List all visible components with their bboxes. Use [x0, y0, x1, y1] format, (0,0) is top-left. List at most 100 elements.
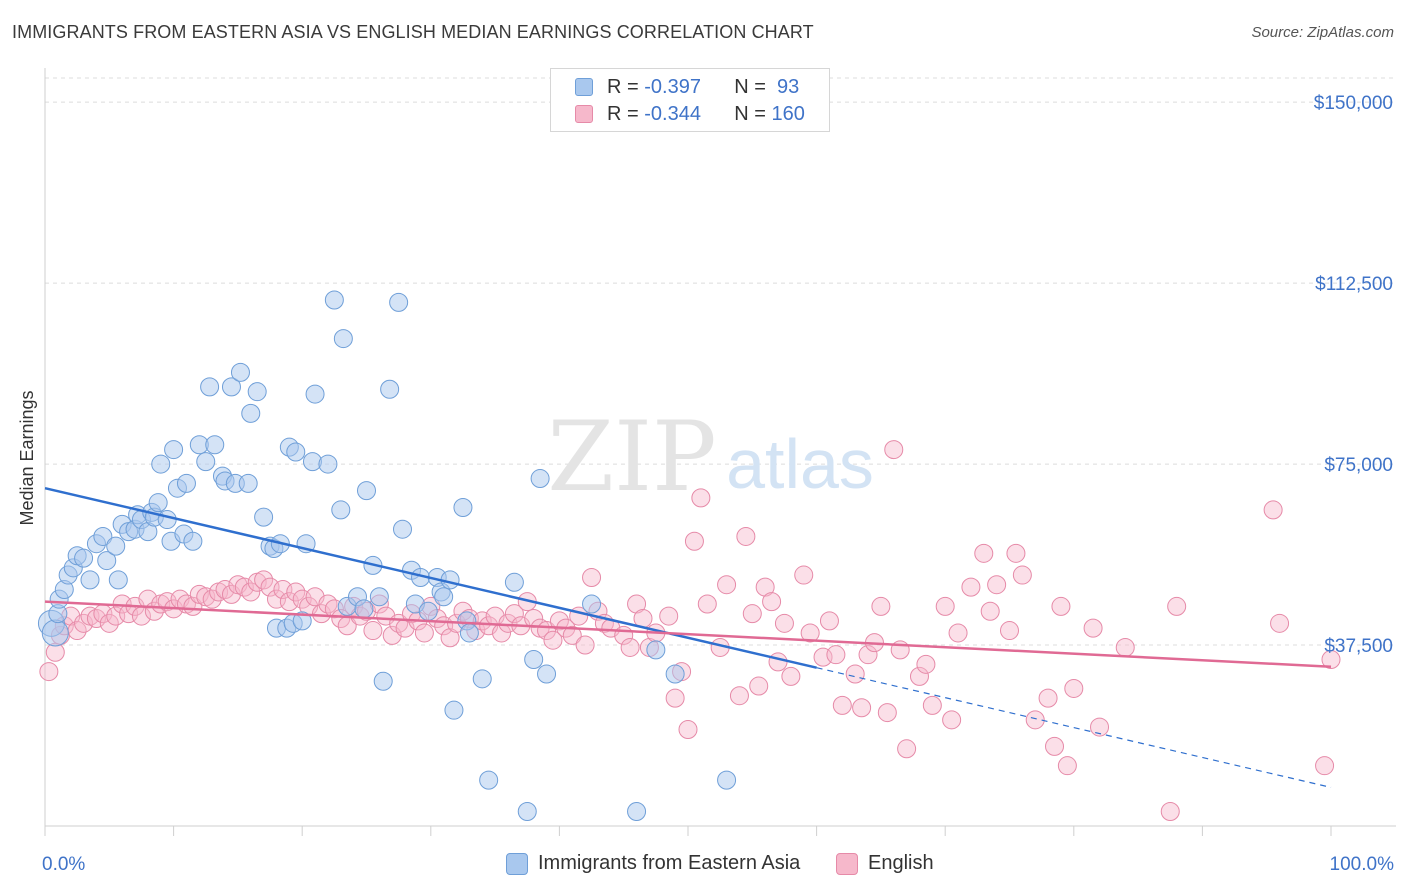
eastern-asia-points	[37, 290, 737, 822]
english-point	[74, 613, 94, 633]
zipatlas-watermark: ZIP atlas	[547, 401, 874, 513]
english-point	[1045, 736, 1065, 756]
eastern-asia-point	[196, 452, 216, 472]
english-point	[916, 654, 936, 674]
eastern-asia-point	[221, 377, 241, 397]
series-swatch-pink	[836, 852, 858, 875]
english-point	[800, 623, 820, 643]
eastern-asia-point	[479, 770, 499, 790]
english-point	[549, 611, 569, 631]
english-point	[286, 582, 306, 602]
english-point	[543, 630, 563, 650]
english-point	[99, 613, 119, 633]
legend-swatch-blue	[575, 78, 593, 96]
eastern-asia-point	[459, 623, 479, 643]
legend-r-value: -0.344	[644, 102, 701, 125]
english-point	[826, 645, 846, 665]
english-point	[1006, 543, 1026, 563]
english-point	[202, 589, 222, 609]
english-point	[897, 739, 917, 759]
legend-n-label: N =	[734, 102, 772, 125]
english-point	[980, 601, 1000, 621]
english-point	[935, 596, 955, 616]
eastern-asia-point	[41, 619, 69, 647]
eastern-asia-point	[418, 601, 438, 621]
series-label-english: English	[868, 852, 934, 874]
eastern-asia-point	[524, 650, 544, 670]
english-points	[39, 440, 1341, 822]
english-point	[620, 637, 640, 657]
eastern-asia-point	[393, 519, 413, 539]
english-point	[627, 594, 647, 614]
english-point	[138, 589, 158, 609]
y-tick-label: $37,500	[1324, 636, 1393, 657]
legend-r-value: -0.397	[644, 75, 701, 98]
legend-row-english: R = -0.344 N = 160	[575, 102, 805, 126]
eastern-asia-point	[106, 536, 126, 556]
y-tick-label: $112,500	[1315, 274, 1393, 295]
y-tick-labels: $37,500 $75,000 $112,500 $150,000	[1314, 93, 1393, 657]
correlation-legend: R = -0.397 N = 93 R = -0.344 N = 160	[550, 68, 830, 132]
series-legend: Immigrants from Eastern Asia English	[0, 852, 1406, 878]
legend-n-value: 160	[771, 102, 805, 125]
x-tick-label: 100.0%	[1330, 854, 1395, 875]
english-point	[742, 604, 762, 624]
english-point	[1038, 688, 1058, 708]
english-point	[749, 676, 769, 696]
eastern-asia-point	[537, 664, 557, 684]
english-point	[684, 531, 704, 551]
eastern-asia-point	[373, 671, 393, 691]
english-point	[762, 592, 782, 612]
english-point	[774, 613, 794, 633]
eastern-asia-point	[434, 587, 454, 607]
eastern-asia-point	[151, 454, 171, 474]
legend-row-eastern-asia: R = -0.397 N = 93	[575, 75, 799, 99]
eastern-asia-point	[254, 507, 274, 527]
eastern-asia-point	[646, 640, 666, 660]
english-point	[1263, 500, 1283, 520]
eastern-asia-point	[247, 382, 267, 402]
english-point	[1051, 596, 1071, 616]
eastern-asia-point	[582, 594, 602, 614]
eastern-asia-point	[380, 379, 400, 399]
eastern-asia-point	[354, 599, 374, 619]
english-point	[363, 621, 383, 641]
eastern-asia-point	[157, 510, 177, 530]
y-tick-label: $75,000	[1324, 455, 1393, 476]
english-point	[1167, 596, 1187, 616]
english-point	[659, 606, 679, 626]
eastern-asia-point	[238, 473, 258, 493]
english-point	[691, 488, 711, 508]
english-point	[215, 580, 235, 600]
eastern-asia-point	[530, 469, 550, 489]
english-point	[942, 710, 962, 730]
x-tick-labels: 0.0% 100.0%	[42, 854, 1394, 875]
english-point	[504, 604, 524, 624]
english-point	[736, 526, 756, 546]
eastern-asia-point	[717, 770, 737, 790]
eastern-asia-point	[665, 664, 685, 684]
eastern-asia-trend-line	[44, 486, 817, 669]
eastern-asia-point	[324, 290, 344, 310]
english-point	[254, 570, 274, 590]
watermark-atlas: atlas	[726, 425, 874, 503]
eastern-asia-point	[164, 440, 184, 460]
gridlines	[45, 77, 1396, 646]
english-point	[582, 567, 602, 587]
eastern-asia-point	[453, 497, 473, 517]
series-swatch-blue	[506, 852, 528, 875]
english-point	[832, 695, 852, 715]
english-point	[1115, 637, 1135, 657]
legend-r-label: R =	[607, 102, 645, 125]
english-point	[1270, 613, 1290, 633]
english-trend-line	[44, 600, 1332, 668]
eastern-asia-point	[80, 570, 100, 590]
eastern-asia-point	[108, 570, 128, 590]
eastern-asia-point	[74, 548, 94, 568]
english-point	[1012, 565, 1032, 585]
english-point	[414, 623, 434, 643]
eastern-asia-point	[517, 802, 537, 822]
english-point	[909, 666, 929, 686]
english-point	[311, 604, 331, 624]
english-point	[755, 577, 775, 597]
